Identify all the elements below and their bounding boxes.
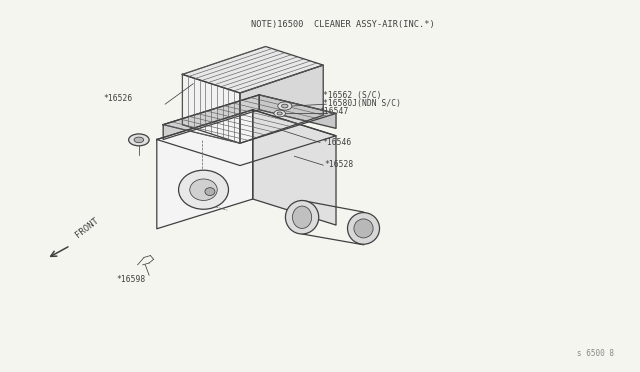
Ellipse shape [190, 179, 217, 201]
Ellipse shape [354, 219, 373, 238]
Text: *16546: *16546 [323, 138, 352, 147]
Polygon shape [259, 95, 336, 128]
Text: *16547: *16547 [319, 107, 349, 116]
Polygon shape [182, 46, 323, 93]
Ellipse shape [278, 102, 292, 110]
Text: NOTE)16500  CLEANER ASSY-AIR(INC.*): NOTE)16500 CLEANER ASSY-AIR(INC.*) [250, 20, 435, 29]
Ellipse shape [282, 104, 288, 108]
Text: *16526: *16526 [104, 94, 133, 103]
Text: *16598: *16598 [116, 275, 146, 284]
Polygon shape [163, 95, 259, 140]
Ellipse shape [348, 213, 380, 244]
Polygon shape [182, 74, 240, 143]
Polygon shape [157, 110, 336, 166]
Ellipse shape [179, 170, 228, 209]
Text: *16580J(NDN S/C): *16580J(NDN S/C) [323, 99, 401, 108]
Text: FRONT: FRONT [74, 216, 100, 240]
Text: *16562 (S/C): *16562 (S/C) [323, 92, 381, 100]
Polygon shape [157, 110, 253, 229]
Ellipse shape [277, 112, 282, 115]
Text: *16528: *16528 [324, 160, 354, 169]
Ellipse shape [292, 206, 312, 228]
Ellipse shape [274, 110, 285, 117]
Ellipse shape [134, 137, 144, 143]
Ellipse shape [285, 201, 319, 234]
Text: s 6500 8: s 6500 8 [577, 349, 614, 358]
Ellipse shape [205, 187, 215, 196]
Ellipse shape [129, 134, 149, 146]
Polygon shape [163, 95, 336, 143]
Polygon shape [253, 110, 336, 225]
Polygon shape [240, 65, 323, 143]
